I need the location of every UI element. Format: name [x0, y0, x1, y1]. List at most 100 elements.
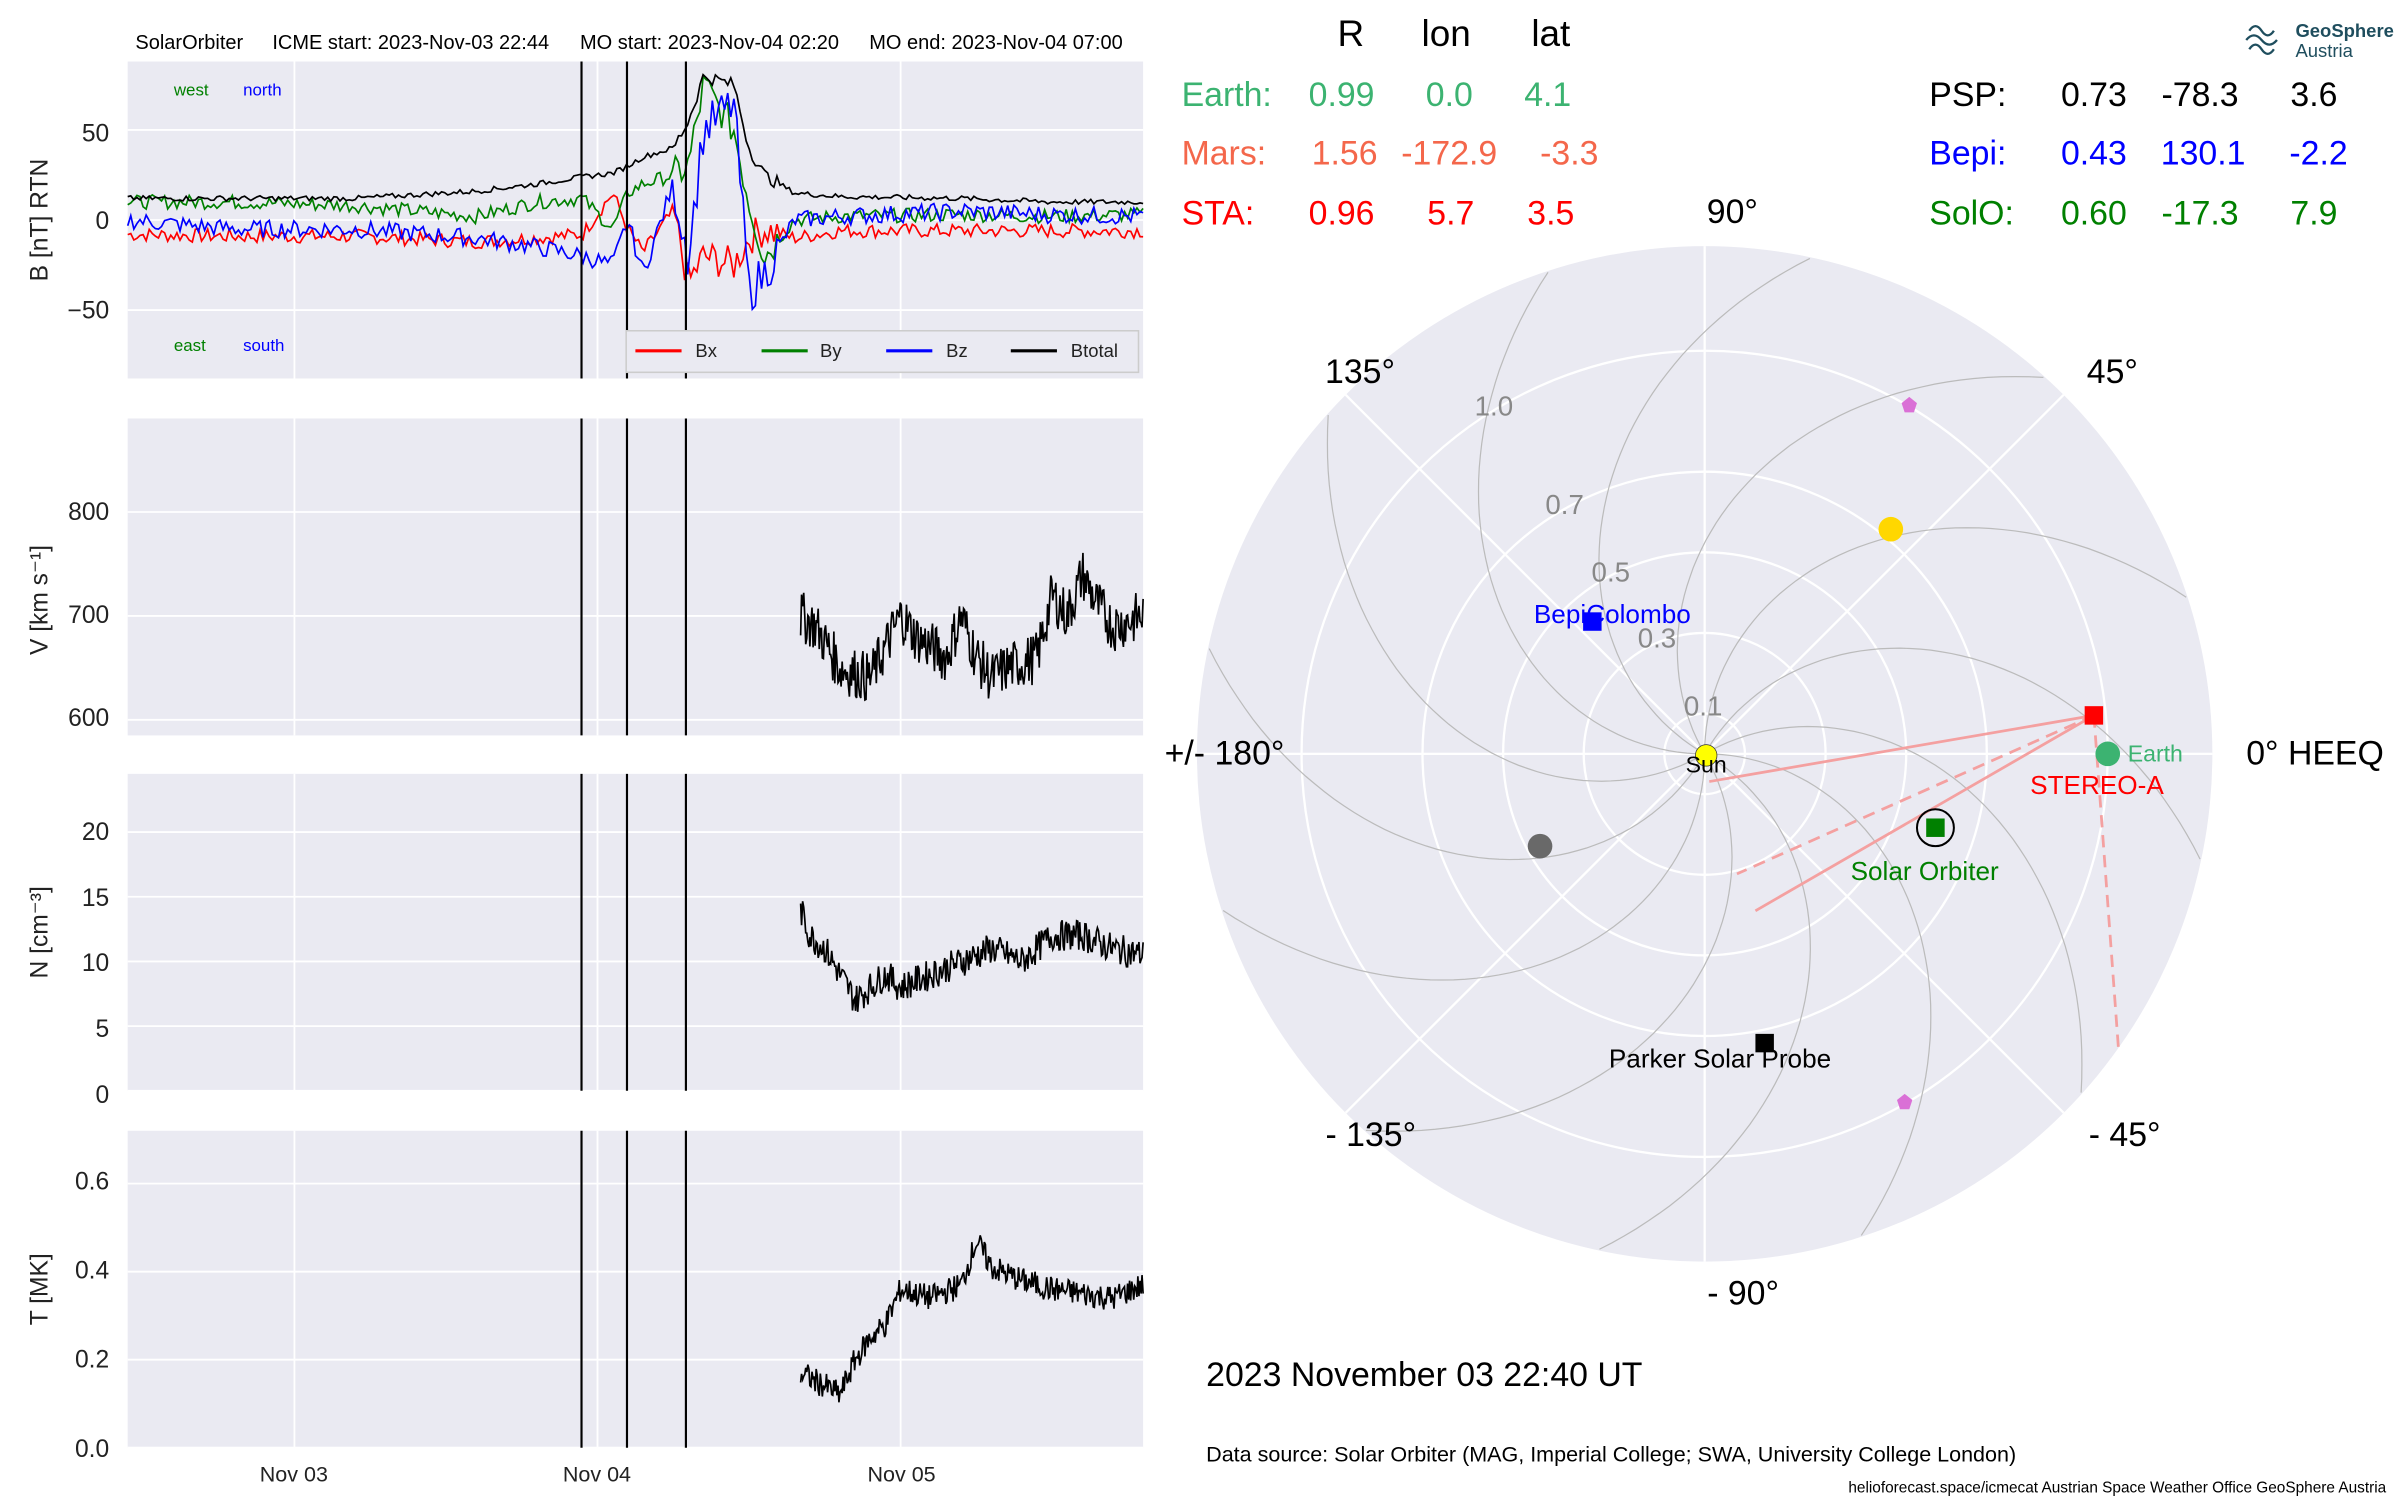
bepi-lon: 130.1	[2161, 135, 2246, 173]
fov-line-4	[2092, 715, 2120, 1050]
earth-marker	[2095, 741, 2121, 767]
sta-lon: 5.7	[1427, 195, 1474, 233]
angle-label-90: 90°	[1707, 193, 1758, 231]
angle-spoke-135	[1344, 394, 1706, 755]
mars-lon: -172.9	[1401, 135, 1497, 173]
b-ytick-50: 50	[82, 121, 109, 148]
n-ytick-5: 5	[96, 1016, 110, 1043]
spiral-line-11	[1599, 753, 1811, 1250]
annotation-east: east	[174, 336, 206, 355]
v-ytick-800: 800	[68, 499, 109, 526]
n-ytick-20: 20	[82, 819, 109, 846]
psp-label: PSP:	[1929, 76, 2006, 114]
stereo-a-marker	[2084, 706, 2104, 725]
t-ytick-0.0: 0.0	[75, 1436, 109, 1463]
geosphere-logo: GeoSphere Austria	[2245, 20, 2394, 61]
b-ylabel: B [nT] RTN	[27, 159, 54, 282]
angle-label-180: +/- 180°	[1165, 735, 1285, 773]
bepi-r: 0.43	[2061, 135, 2127, 173]
data-series	[126, 73, 1144, 1403]
xtick-nov04: Nov 04	[563, 1463, 631, 1487]
col-header-lat: lat	[1531, 13, 1570, 54]
spiral-line-1	[1704, 725, 2083, 1093]
xtick-nov03: Nov 03	[260, 1463, 328, 1487]
mo-start-label: MO start: 2023-Nov-04 02:20	[580, 32, 839, 54]
earth-lon: 0.0	[1426, 76, 1473, 114]
solo-marker	[1926, 818, 1945, 837]
spiral-line-3	[1704, 527, 2187, 754]
spiral-line-10	[1365, 753, 1733, 1132]
sun-marker	[1695, 744, 1718, 767]
annotation-west: west	[173, 80, 209, 99]
bepi-marker	[1583, 612, 1602, 631]
psp-name-label: Parker Solar Probe	[1609, 1044, 1831, 1074]
sta-r: 0.96	[1309, 195, 1375, 233]
t-ylabel: T [MK]	[27, 1253, 54, 1325]
v-ytick-700: 700	[68, 602, 109, 629]
b-ytick-0: 0	[96, 208, 110, 235]
footer-credits: helioforecast.space/icmecat Austrian Spa…	[1848, 1479, 2386, 1496]
angle-spoke-45	[1703, 394, 2065, 755]
n-ylabel: N [cm⁻³]	[27, 886, 54, 978]
angle-label-m90: - 90°	[1707, 1275, 1779, 1313]
date-label: 2023 November 03 22:40 UT	[1206, 1356, 1642, 1394]
b-ytick-m50: −50	[67, 297, 109, 324]
annotation-south: south	[243, 336, 284, 355]
spiral-line-2	[1704, 647, 2201, 860]
spiral-line-0	[1704, 753, 1932, 1236]
angle-label-0: 0° HEEQ	[2246, 735, 2384, 773]
psp-lon: -78.3	[2162, 76, 2239, 114]
legend-label-btotal: Btotal	[1071, 340, 1118, 361]
grid-lines	[127, 61, 1144, 1449]
t-ytick-0.2: 0.2	[75, 1347, 109, 1374]
series-v	[799, 552, 1144, 702]
fov-line-1	[1709, 714, 2095, 783]
psp-lat: 3.6	[2290, 76, 2337, 114]
v-ylabel: V [km s⁻¹]	[27, 545, 54, 655]
position-table-left: Earth: 0.99 0.0 4.1 Mars: 1.56 -172.9 -3…	[1182, 76, 1599, 232]
icme-start-label: ICME start: 2023-Nov-03 22:44	[272, 32, 549, 54]
panel-t-background	[127, 1130, 1144, 1448]
earth-label: Earth:	[1182, 76, 1272, 114]
logo-line1: GeoSphere	[2295, 20, 2393, 41]
radial-label-0.1: 0.1	[1684, 690, 1723, 721]
radial-label-0.7: 0.7	[1545, 489, 1584, 520]
spiral-line-6	[1477, 271, 1705, 755]
series-btotal	[127, 73, 1144, 206]
sta-lat: 3.5	[1527, 195, 1574, 233]
psp-marker	[1755, 1033, 1774, 1053]
parker-spirals	[1208, 257, 2201, 1250]
n-ytick-15: 15	[82, 885, 109, 912]
series-bx	[127, 194, 1144, 281]
magenta-marker-top	[1901, 396, 1917, 413]
legend-label-by: By	[820, 340, 842, 361]
data-source: Data source: Solar Orbiter (MAG, Imperia…	[1206, 1443, 2016, 1467]
radial-label-1.0: 1.0	[1475, 390, 1514, 421]
geosphere-logo-mark	[2245, 25, 2278, 55]
t-ytick-0.4: 0.4	[75, 1257, 109, 1284]
spiral-line-4	[1676, 376, 2044, 755]
mars-marker	[1527, 833, 1553, 859]
stereo-a-label: STEREO-A	[2030, 770, 2164, 800]
t-ytick-0.6: 0.6	[75, 1168, 109, 1195]
angle-spoke-225	[1344, 753, 1706, 1114]
venus-marker	[1878, 516, 1904, 542]
sta-label: STA:	[1182, 195, 1255, 233]
legend-label-bz: Bz	[946, 340, 968, 361]
series-t	[799, 1235, 1144, 1403]
spiral-line-7	[1326, 415, 1705, 782]
solo-name-label: Solar Orbiter	[1851, 856, 1999, 886]
sun-label: Sun	[1686, 751, 1727, 777]
radial-label-0.3: 0.3	[1638, 623, 1677, 654]
spiral-line-5	[1598, 257, 1811, 755]
legend-label-bx: Bx	[695, 340, 717, 361]
event-lines	[580, 61, 687, 1448]
series-n	[799, 901, 1144, 1012]
panel-v-background	[127, 418, 1144, 736]
n-ytick-0: 0	[96, 1082, 110, 1109]
logo-line2: Austria	[2295, 40, 2353, 61]
solo-lat: 7.9	[2290, 195, 2337, 233]
spacecraft-name: SolarOrbiter	[135, 32, 243, 54]
angle-label-45: 45°	[2087, 353, 2138, 391]
